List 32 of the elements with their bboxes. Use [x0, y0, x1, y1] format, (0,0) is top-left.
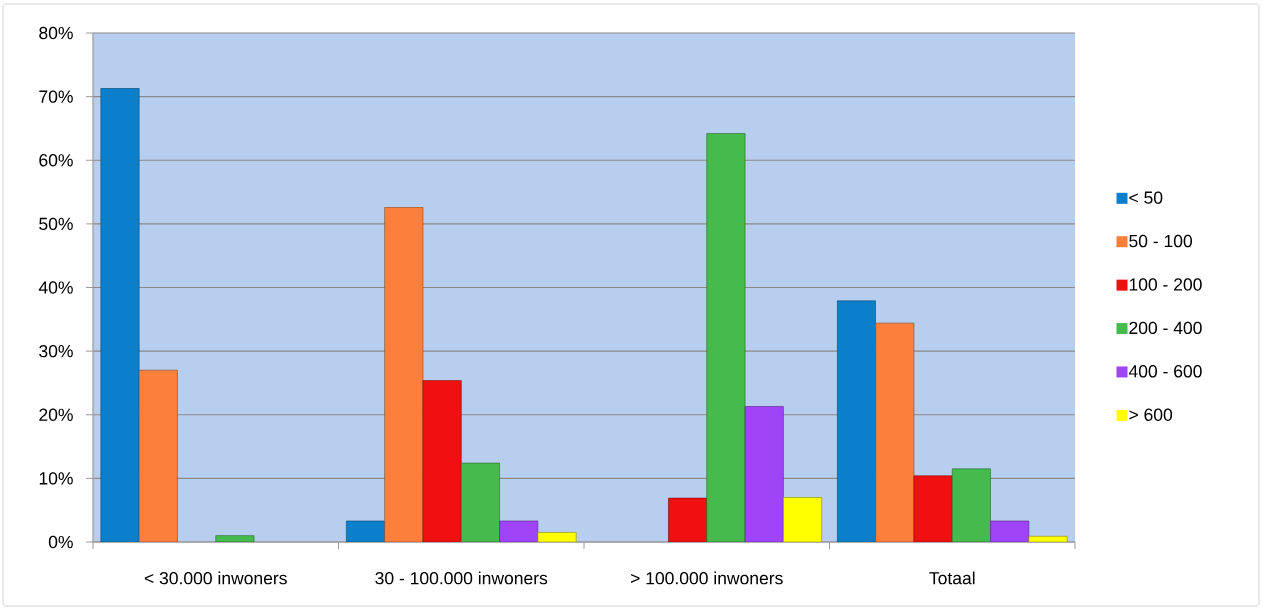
bar [837, 300, 876, 542]
bar [744, 406, 784, 542]
bar [951, 468, 991, 542]
x-tick-label: < 30.000 inwoners [144, 571, 287, 585]
bar [783, 497, 822, 542]
y-tick-label: 60% [39, 154, 73, 167]
legend-label: 50 - 100 [1129, 234, 1193, 248]
legend-label: < 50 [1129, 191, 1163, 204]
x-tick-label: > 100.000 inwoners [631, 571, 783, 585]
x-tick-label: Totaal [929, 571, 975, 585]
y-tick-label: 30% [39, 344, 73, 358]
y-tick-label: 80% [39, 26, 73, 40]
bar [422, 380, 462, 542]
legend-label: > 600 [1129, 408, 1173, 421]
y-tick-label: 40% [38, 281, 73, 294]
bar [875, 322, 915, 542]
bar [668, 497, 708, 542]
legend-label: 100 - 200 [1129, 278, 1202, 291]
y-tick-label: 50% [39, 217, 73, 231]
bar [384, 207, 424, 542]
legend-label: 200 - 400 [1129, 321, 1202, 335]
bar [706, 133, 746, 542]
x-tick-label: 30 - 100.000 inwoners [375, 571, 548, 585]
y-tick-label: 0% [48, 535, 73, 549]
bar [913, 475, 953, 542]
legend-label: 400 - 600 [1128, 365, 1202, 378]
bar [138, 369, 178, 542]
bar [100, 88, 140, 542]
y-tick-label: 70% [39, 90, 73, 103]
y-tick-label: 20% [39, 408, 73, 421]
y-tick-label: 10% [39, 472, 73, 485]
bar [460, 462, 500, 542]
